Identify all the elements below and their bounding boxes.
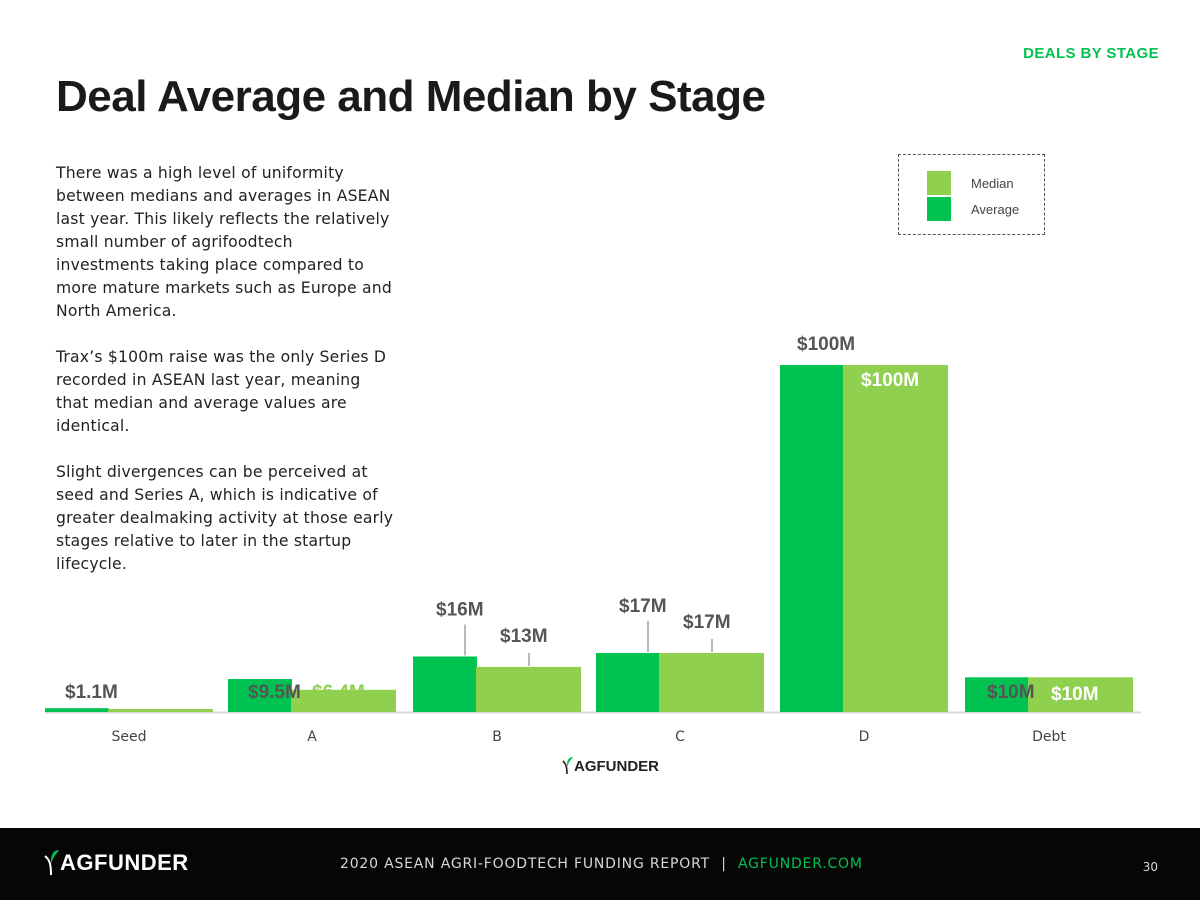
legend-label-average: Average <box>971 201 1020 217</box>
footer-logo-text: AGFUNDER <box>60 850 189 875</box>
bar-median-d <box>843 365 948 712</box>
section-label: DEALS BY STAGE <box>1023 45 1159 62</box>
data-label-median: $17M <box>683 612 731 633</box>
data-label-average: $100M <box>797 334 855 355</box>
x-tick-label: Seed <box>112 729 147 745</box>
bar-median-b <box>476 666 581 712</box>
data-label-median: $10M <box>1051 684 1099 705</box>
footer-separator: | <box>721 856 727 872</box>
legend-label-median: Median <box>971 175 1014 191</box>
paragraph-1: There was a high level of uniformity bet… <box>56 164 392 320</box>
footer-report-title: 2020 ASEAN AGRI-FOODTECH FUNDING REPORT <box>340 856 710 872</box>
paragraph-3: Slight divergences can be perceived at s… <box>56 463 394 573</box>
data-label-median: $6.4M <box>312 682 365 703</box>
bar-average-b <box>413 656 477 712</box>
x-tick-label: D <box>859 729 870 745</box>
footer-report: 2020 ASEAN AGRI-FOODTECH FUNDING REPORT … <box>340 856 863 872</box>
page-number: 30 <box>1142 860 1158 874</box>
bar-median-seed <box>108 709 213 712</box>
data-label-average: $17M <box>619 596 667 617</box>
page-title: Deal Average and Median by Stage <box>56 72 766 121</box>
chart-logo: AGFUNDER <box>560 755 659 775</box>
data-label-median: $13M <box>500 626 548 647</box>
data-label-median: $100M <box>861 370 919 391</box>
bar-chart: Seed $1.1M A $9.5M $6.4M B $16M $13M C $17M $17M D $… <box>45 334 1141 745</box>
body-text: There was a high level of uniformity bet… <box>56 162 396 599</box>
bar-average-debt <box>965 677 1029 712</box>
bar-average-seed <box>45 708 109 712</box>
legend-swatch-median <box>927 171 951 195</box>
legend-item-average: Average <box>927 197 1019 221</box>
bar-median-a <box>291 689 396 712</box>
sprout-icon <box>562 757 573 775</box>
data-label-average: $1.1M <box>65 682 118 703</box>
bar-average-c <box>596 653 660 712</box>
paragraph-2: Trax’s $100m raise was the only Series D… <box>56 348 387 435</box>
data-label-average: $9.5M <box>248 682 301 703</box>
footer: AGFUNDER 2020 ASEAN AGRI-FOODTECH FUNDIN… <box>0 828 1200 900</box>
chart-legend: Median Average <box>898 154 1045 235</box>
legend-item-median: Median <box>927 171 1014 195</box>
footer-url[interactable]: AGFUNDER.COM <box>738 856 863 872</box>
x-tick-label: Debt <box>1032 729 1066 745</box>
x-tick-label: B <box>492 729 502 745</box>
footer-logo: AGFUNDER <box>42 848 189 876</box>
bar-median-debt <box>1028 677 1133 712</box>
legend-swatch-average <box>927 197 951 221</box>
bar-average-d <box>780 365 844 712</box>
data-label-average: $16M <box>436 599 484 620</box>
bar-average-a <box>228 679 292 712</box>
data-label-average: $10M <box>987 682 1035 703</box>
x-tick-label: C <box>675 729 685 745</box>
x-tick-label: A <box>307 729 317 745</box>
bar-median-c <box>659 653 764 712</box>
chart-logo-text: AGFUNDER <box>574 758 659 775</box>
sprout-icon <box>44 850 59 876</box>
